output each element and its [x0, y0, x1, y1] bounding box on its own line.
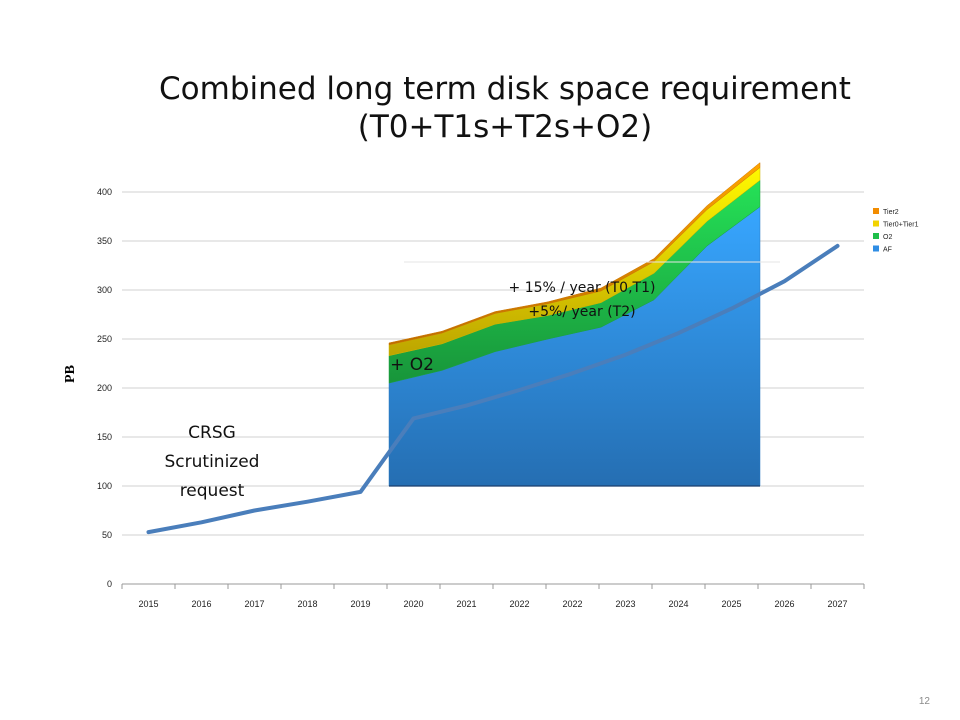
slide-title-line-2: (T0+T1s+T2s+O2) — [357, 109, 653, 145]
area-tier2 — [388, 162, 761, 346]
x-tick-label: 2025 — [721, 599, 741, 609]
annotation-crsg: CRSG — [188, 423, 236, 443]
annotations: CRSG Scrutinized request + O2 + 15% / year (… — [165, 280, 656, 501]
total-requirement-line — [146, 243, 840, 535]
x-tick-label: 2020 — [403, 599, 423, 609]
y-tick-label: 50 — [102, 530, 112, 540]
total-line — [146, 243, 840, 535]
legend-label: Tier2 — [883, 209, 899, 216]
y-tick-label: 400 — [97, 187, 112, 197]
y-tick-label: 150 — [97, 432, 112, 442]
x-tick-label: 2022 — [562, 599, 582, 609]
annotation-crsg: Scrutinized — [165, 452, 260, 472]
y-tick-label: 100 — [97, 481, 112, 491]
legend-swatch — [873, 220, 879, 227]
legend-swatch — [873, 233, 879, 239]
annotation-growth: + 15% / year (T0,T1) — [509, 280, 656, 296]
y-axis-label: PB — [63, 365, 78, 383]
x-tick-label: 2015 — [138, 599, 158, 609]
x-tick-label: 2017 — [244, 599, 264, 609]
y-tick-label: 350 — [97, 236, 112, 246]
y-tick-label: 250 — [97, 334, 112, 344]
legend: Tier2 Tier0+Tier1 O2 AF — [873, 208, 919, 254]
legend-swatch — [873, 208, 879, 214]
annotation-crsg: request — [180, 481, 245, 501]
legend-label: AF — [883, 247, 892, 254]
x-tick-label: 2027 — [827, 599, 847, 609]
slide-title-line-1: Combined long term disk space requiremen… — [159, 71, 851, 107]
x-tick-label: 2022 — [509, 599, 529, 609]
x-tick-label: 2026 — [774, 599, 794, 609]
y-tick-label: 300 — [97, 285, 112, 295]
x-tick-label: 2023 — [615, 599, 635, 609]
page-number: 12 — [918, 696, 930, 707]
annotation-growth: +5%/ year (T2) — [528, 304, 635, 320]
y-tick-label: 200 — [97, 383, 112, 393]
stacked-areas — [388, 162, 780, 487]
x-tick-label: 2019 — [350, 599, 370, 609]
axes: 0 50 100 150 200 250 300 350 400 2015 2016 2017 2018… — [63, 187, 865, 609]
x-tick-label: 2024 — [668, 599, 688, 609]
x-tick-label: 2021 — [456, 599, 476, 609]
legend-label: O2 — [883, 234, 892, 241]
y-tick-label: 0 — [107, 579, 112, 589]
annotation-o2: + O2 — [390, 355, 434, 375]
legend-label: Tier0+Tier1 — [883, 222, 919, 229]
x-tick-label: 2016 — [191, 599, 211, 609]
x-tick-label: 2018 — [297, 599, 317, 609]
legend-swatch — [873, 245, 879, 252]
slide-title: Combined long term disk space requiremen… — [0, 70, 960, 146]
